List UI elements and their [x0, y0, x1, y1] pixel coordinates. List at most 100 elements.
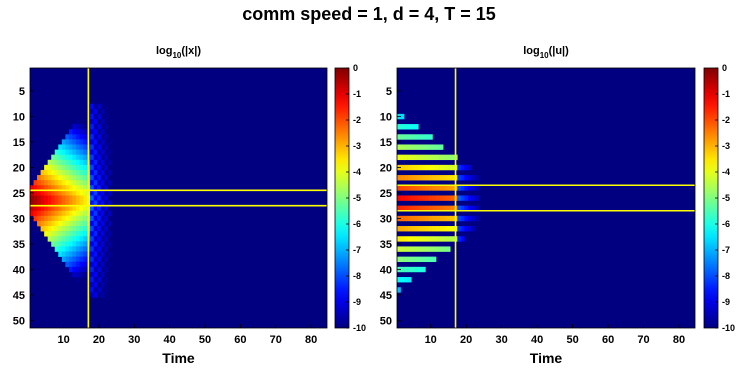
y-tick-label: 35	[380, 239, 392, 251]
heatmap-cell	[37, 190, 41, 196]
heatmap-cell	[97, 226, 102, 232]
heatmap-cell	[460, 226, 465, 232]
heatmap-cell	[97, 113, 102, 120]
heatmap-cell	[61, 190, 66, 196]
heatmap-cell	[75, 124, 80, 130]
heatmap-cell	[446, 154, 451, 161]
heatmap-cell	[68, 256, 73, 263]
heatmap-cell	[104, 205, 109, 212]
heatmap-cell	[44, 220, 48, 227]
heatmap-cell	[93, 129, 98, 135]
heatmap-cell	[68, 149, 73, 155]
heatmap-cell	[404, 215, 408, 222]
heatmap-cell	[464, 226, 469, 232]
heatmap-cell	[464, 195, 469, 201]
heatmap-cell	[404, 185, 408, 191]
heatmap-cell	[436, 144, 440, 150]
heatmap-cell	[51, 190, 56, 196]
heatmap-cell	[436, 164, 440, 171]
heatmap-cell	[104, 236, 109, 242]
heatmap-cell	[61, 200, 66, 206]
heatmap-cell	[72, 144, 77, 150]
heatmap-cell	[75, 180, 80, 186]
heatmap-cell	[460, 195, 465, 201]
heatmap-cell	[40, 215, 45, 222]
heatmap-cell	[83, 195, 87, 201]
heatmap-cell	[90, 271, 94, 278]
heatmap-cell	[443, 164, 447, 171]
heatmap-cell	[33, 210, 38, 217]
heatmap-cell	[51, 154, 56, 161]
heatmap-cell	[79, 195, 84, 201]
heatmap-cell	[414, 124, 419, 130]
heatmap-cell	[83, 215, 87, 222]
heatmap-cell	[104, 266, 109, 273]
heatmap-cell	[61, 175, 66, 181]
heatmap-cell	[54, 195, 59, 201]
heatmap-cell	[464, 164, 469, 171]
heatmap-cell	[460, 175, 465, 181]
heatmap-cell	[54, 190, 59, 196]
heatmap-cell	[411, 154, 416, 161]
heatmap-cell	[475, 205, 479, 212]
heatmap-cell	[425, 154, 430, 161]
heatmap-cell	[58, 164, 63, 171]
heatmap-cell	[414, 164, 419, 171]
heatmap-cell	[104, 215, 109, 222]
heatmap-cell	[93, 124, 98, 130]
heatmap-cell	[93, 215, 98, 222]
heatmap-cell	[79, 246, 84, 252]
heatmap-cell	[100, 195, 105, 201]
heatmap-cell	[100, 118, 105, 125]
heatmap-cell	[400, 266, 405, 273]
heatmap-cell	[104, 144, 109, 150]
heatmap-cell	[58, 149, 63, 155]
heatmap-cell	[97, 231, 102, 237]
heatmap-cell	[439, 195, 444, 201]
heatmap-cell	[90, 169, 94, 176]
heatmap-cell	[421, 195, 426, 201]
heatmap-cell	[471, 185, 476, 191]
heatmap-cell	[33, 215, 38, 222]
heatmap-cell	[79, 261, 84, 268]
heatmap-cell	[83, 231, 87, 237]
heatmap-cell	[65, 256, 70, 263]
x-tick-label: 50	[199, 334, 211, 346]
heatmap-cell	[93, 113, 98, 120]
heatmap-cell	[432, 144, 437, 150]
heatmap-cell	[75, 185, 80, 191]
heatmap-cell	[79, 154, 84, 161]
heatmap-cell	[428, 144, 433, 150]
heatmap-cell	[450, 205, 455, 212]
heatmap-cell	[47, 220, 52, 227]
heatmap-cell	[107, 139, 112, 145]
heatmap-cell	[397, 256, 401, 263]
heatmap-cell	[439, 144, 444, 150]
heatmap-cell	[68, 159, 73, 166]
heatmap-cell	[428, 185, 433, 191]
heatmap-cell	[421, 226, 426, 232]
heatmap-cell	[439, 246, 444, 252]
heatmap-cell	[411, 215, 416, 222]
heatmap-cell	[90, 241, 94, 247]
heatmap-cell	[93, 287, 98, 293]
heatmap-cell	[65, 180, 70, 186]
heatmap-cell	[58, 215, 63, 222]
heatmap-cell	[61, 169, 66, 176]
heatmap-cell	[100, 159, 105, 166]
heatmap-cell	[83, 210, 87, 217]
heatmap-cell	[79, 169, 84, 176]
heatmap-cell	[414, 236, 419, 242]
heatmap-cell	[411, 124, 416, 130]
heatmap-cell	[65, 139, 70, 145]
heatmap-cell	[421, 175, 426, 181]
heatmap-cell	[457, 215, 462, 222]
heatmap-cell	[443, 246, 447, 252]
heatmap-cell	[68, 129, 73, 135]
heatmap-cell	[58, 175, 63, 181]
heatmap-cell	[421, 256, 426, 263]
heatmap-cell	[90, 277, 94, 283]
heatmap-cell	[83, 246, 87, 252]
heatmap-cell	[68, 251, 73, 257]
heatmap-cell	[439, 226, 444, 232]
